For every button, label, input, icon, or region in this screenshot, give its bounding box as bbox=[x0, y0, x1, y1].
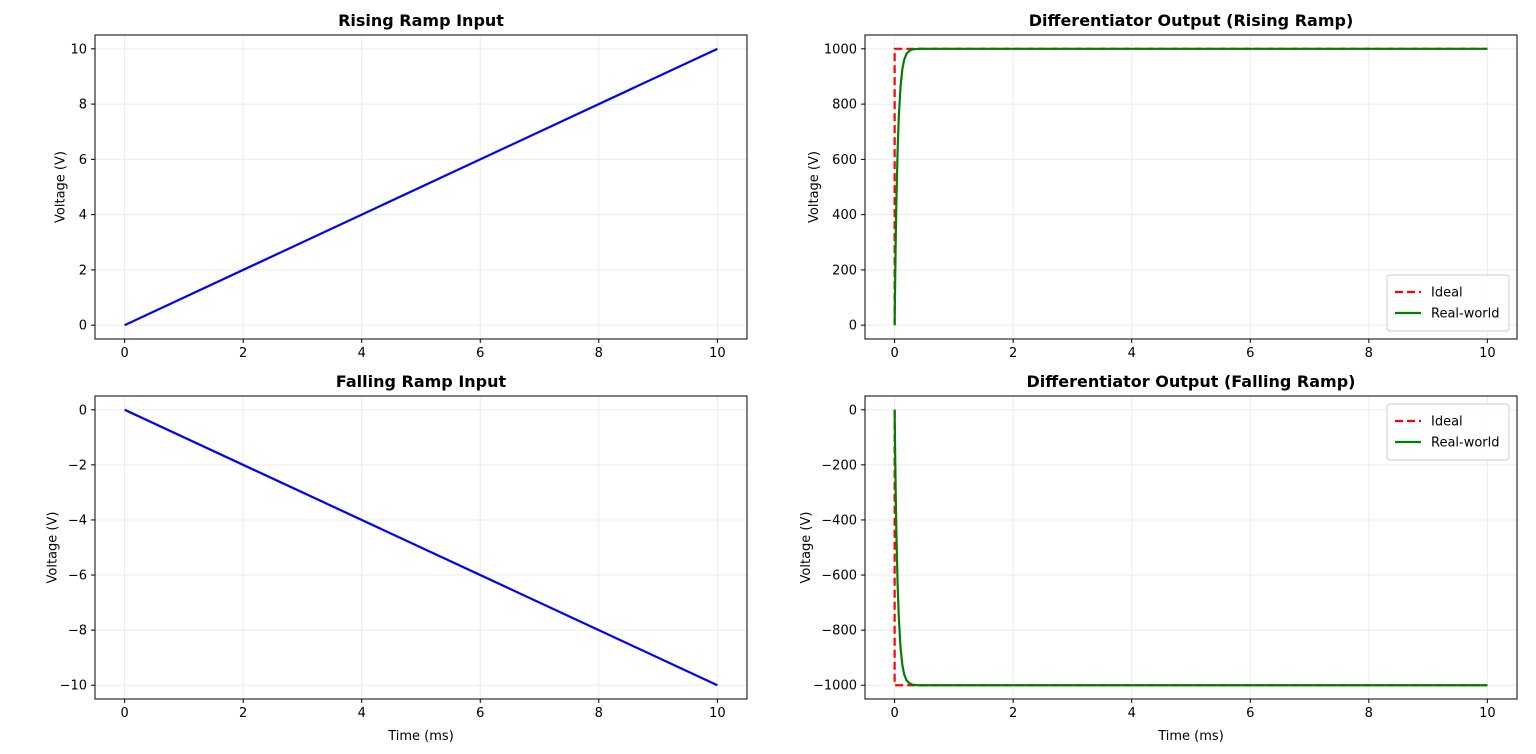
x-tick-label: 10 bbox=[709, 706, 726, 721]
chart-title: Differentiator Output (Rising Ramp) bbox=[1029, 11, 1354, 30]
y-tick-label: 0 bbox=[849, 319, 857, 334]
legend-label: Real-world bbox=[1431, 307, 1500, 322]
chart-title: Rising Ramp Input bbox=[338, 11, 504, 30]
y-axis-label: Voltage (V) bbox=[807, 151, 822, 223]
y-tick-label: 1000 bbox=[824, 42, 857, 57]
x-tick-label: 0 bbox=[120, 706, 128, 721]
x-tick-label: 4 bbox=[1128, 346, 1136, 361]
series-line-input bbox=[124, 408, 718, 687]
legend-label: Ideal bbox=[1431, 286, 1463, 301]
y-tick-label: −4 bbox=[68, 513, 87, 528]
y-tick-label: 200 bbox=[832, 263, 857, 278]
x-tick-label: 8 bbox=[595, 346, 603, 361]
chart-panel-3: 0 2 4 6 8 10 0 −2 −4 −6 −8 −10 Falling Ramp Input Vol… bbox=[45, 372, 748, 744]
legend-box bbox=[1386, 274, 1510, 332]
y-tick-label: −200 bbox=[821, 458, 857, 473]
x-axis-label: Time (ms) bbox=[387, 729, 454, 744]
y-axis-label: Voltage (V) bbox=[799, 512, 814, 584]
x-tick-label: 6 bbox=[476, 346, 484, 361]
x-tick-label: 10 bbox=[709, 346, 726, 361]
series-line-real-world bbox=[893, 47, 1488, 326]
x-tick-label: 0 bbox=[890, 706, 898, 721]
x-tick-label: 8 bbox=[1365, 706, 1373, 721]
y-tick-label: 2 bbox=[79, 263, 87, 278]
legend-box bbox=[1386, 403, 1510, 461]
y-axis-label: Voltage (V) bbox=[54, 151, 69, 223]
y-axis-label: Voltage (V) bbox=[45, 512, 60, 584]
y-tick-label: 400 bbox=[832, 208, 857, 223]
x-tick-label: 2 bbox=[1009, 706, 1017, 721]
y-tick-label: 8 bbox=[79, 98, 87, 113]
legend: Ideal Real-world bbox=[1386, 274, 1510, 332]
x-axis-label: Time (ms) bbox=[1157, 729, 1224, 744]
x-tick-label: 2 bbox=[1009, 346, 1017, 361]
y-tick-label: 10 bbox=[70, 42, 87, 57]
x-tick-label: 2 bbox=[239, 346, 247, 361]
axes-frame bbox=[94, 395, 748, 700]
series-line-input bbox=[124, 47, 718, 327]
y-tick-label: 800 bbox=[832, 98, 857, 113]
x-tick-label: 8 bbox=[595, 706, 603, 721]
y-tick-label: 6 bbox=[79, 153, 87, 168]
y-tick-label: 0 bbox=[79, 403, 87, 418]
y-tick-label: −8 bbox=[68, 624, 87, 639]
x-tick-label: 2 bbox=[239, 706, 247, 721]
y-tick-label: −2 bbox=[68, 458, 87, 473]
y-tick-label: −400 bbox=[821, 513, 857, 528]
axes-frame bbox=[864, 395, 1518, 700]
y-tick-label: 4 bbox=[79, 208, 87, 223]
y-tick-label: 0 bbox=[79, 319, 87, 334]
y-tick-label: −600 bbox=[821, 569, 857, 584]
y-tick-label: −800 bbox=[821, 624, 857, 639]
x-tick-label: 4 bbox=[1128, 706, 1136, 721]
x-tick-label: 4 bbox=[358, 706, 366, 721]
x-tick-label: 0 bbox=[120, 346, 128, 361]
y-tick-label: 0 bbox=[849, 403, 857, 418]
y-tick-label: −1000 bbox=[813, 679, 857, 694]
x-tick-label: 0 bbox=[890, 346, 898, 361]
chart-title: Differentiator Output (Falling Ramp) bbox=[1027, 372, 1356, 391]
legend-label: Real-world bbox=[1431, 436, 1500, 451]
series-line-ideal bbox=[893, 47, 1488, 326]
x-tick-label: 4 bbox=[358, 346, 366, 361]
chart-title: Falling Ramp Input bbox=[336, 372, 507, 391]
x-tick-label: 6 bbox=[476, 706, 484, 721]
x-tick-label: 10 bbox=[1479, 706, 1496, 721]
y-tick-label: 600 bbox=[832, 153, 857, 168]
chart-panel-2: 0 2 4 6 8 10 0 200 400 600 800 1000 Differentiator O… bbox=[807, 11, 1518, 361]
y-tick-label: −10 bbox=[60, 679, 87, 694]
series-line-real-world bbox=[893, 409, 1488, 687]
x-tick-label: 10 bbox=[1479, 346, 1496, 361]
legend: Ideal Real-world bbox=[1386, 403, 1510, 461]
axes-frame bbox=[864, 34, 1518, 340]
x-tick-label: 6 bbox=[1246, 346, 1254, 361]
series-line-ideal bbox=[893, 409, 1488, 687]
chart-panel-4: 0 2 4 6 8 10 0 −200 −400 −600 −800 −1000 Differentia… bbox=[799, 372, 1518, 744]
x-tick-label: 8 bbox=[1365, 346, 1373, 361]
x-tick-label: 6 bbox=[1246, 706, 1254, 721]
legend-label: Ideal bbox=[1431, 415, 1463, 430]
y-tick-label: −6 bbox=[68, 569, 87, 584]
chart-panel-1: 0 2 4 6 8 10 0 2 4 6 8 10 Rising Ramp Input Voltage (… bbox=[54, 11, 748, 361]
axes-frame bbox=[94, 34, 748, 340]
